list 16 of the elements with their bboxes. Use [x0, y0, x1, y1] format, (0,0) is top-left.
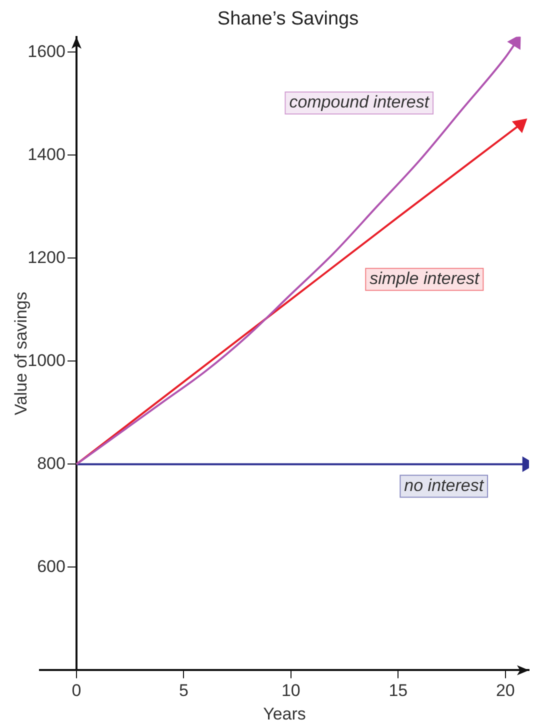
y-tick-label: 1400: [28, 144, 66, 164]
annotation: simple interest: [370, 269, 480, 288]
x-axis-title: Years: [263, 704, 306, 724]
y-tick-label: 1200: [28, 248, 66, 267]
y-tick-label: 800: [37, 454, 66, 473]
chart-title: Shane’s Savings: [217, 8, 359, 30]
x-tick-label: 10: [281, 681, 300, 700]
y-tick-label: 600: [37, 556, 66, 576]
x-tick-label: 5: [178, 681, 188, 700]
y-tick-label: 1600: [28, 42, 66, 61]
x-tick-label: 15: [388, 681, 408, 700]
annotation: no interest: [404, 476, 485, 495]
y-tick-label: 1000: [28, 350, 66, 370]
x-tick-label: 20: [496, 681, 515, 700]
annotation: compound interest: [289, 92, 430, 112]
x-tick-label: 0: [72, 681, 82, 700]
